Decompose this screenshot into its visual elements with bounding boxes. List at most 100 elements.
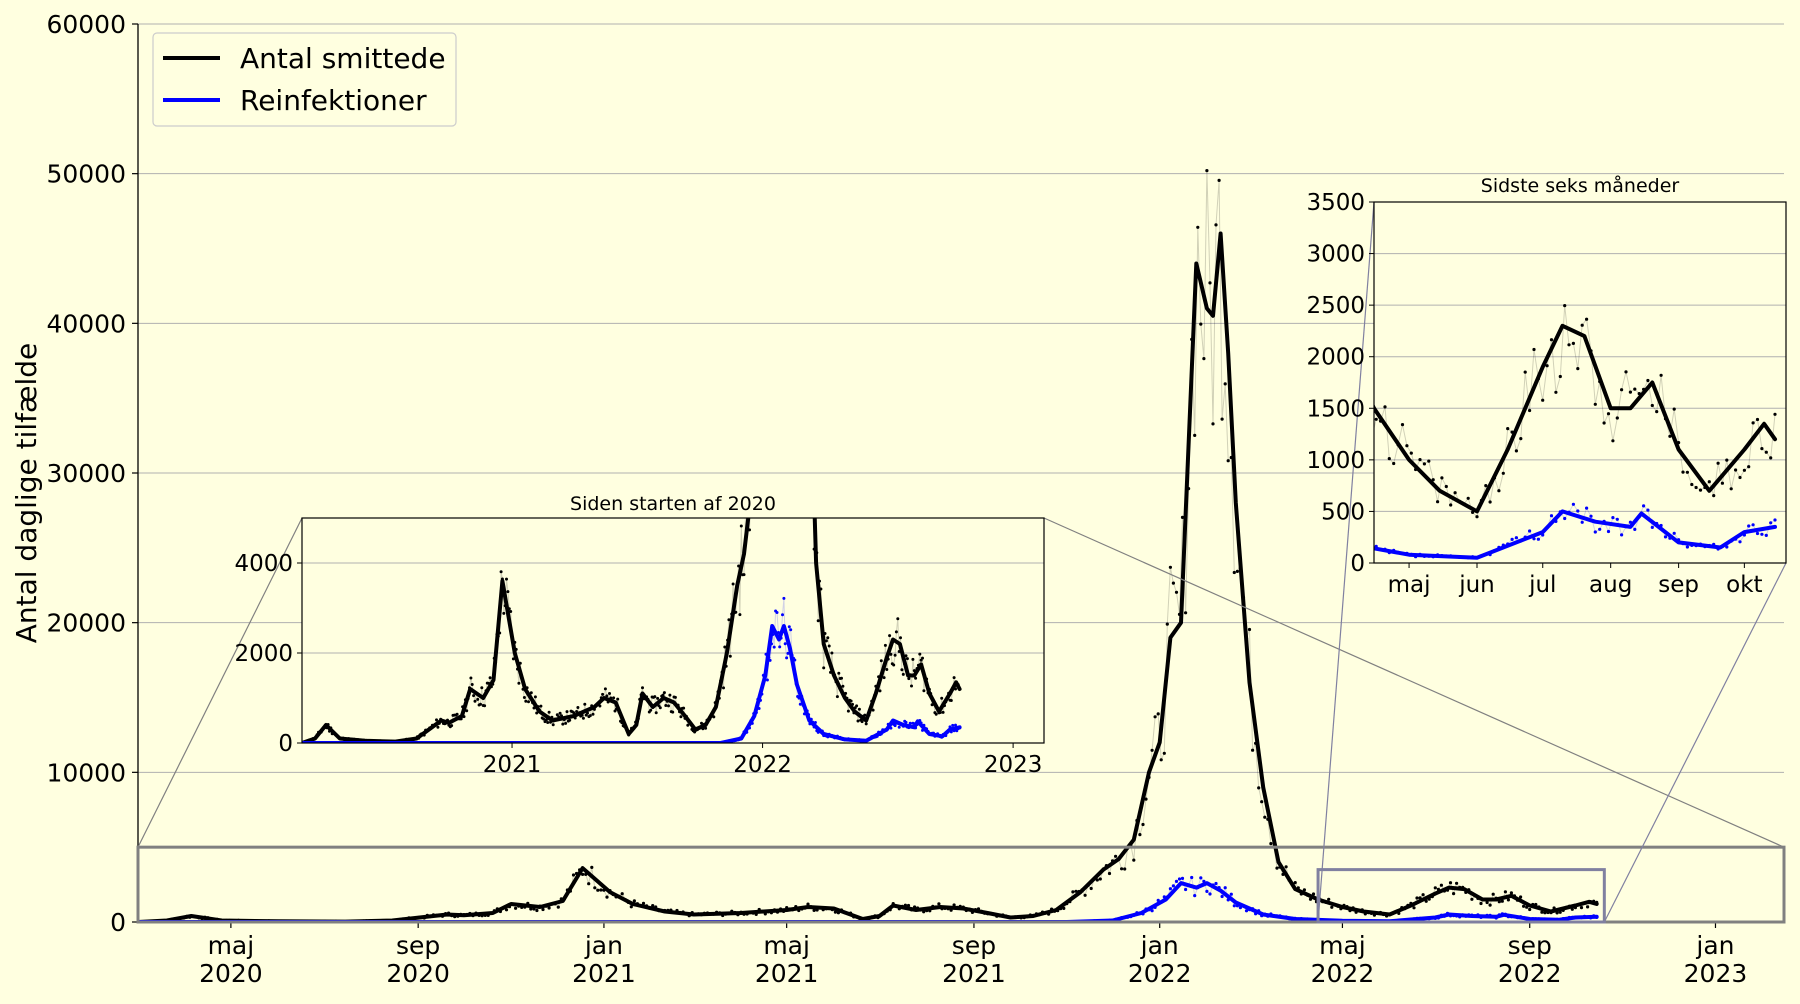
inset-series-smittede-point: [892, 663, 896, 667]
y-tick-label: 0: [1350, 551, 1365, 577]
series-smittede-point: [596, 888, 600, 892]
inset-series-smittede-point: [253, 443, 256, 446]
series-smittede-point: [1156, 712, 1160, 716]
series-smittede-point: [1284, 865, 1288, 869]
inset-series-smittede-point: [90, 518, 93, 521]
inset-series-smittede-point: [594, 475, 597, 478]
inset-series-smittede-point: [980, 495, 983, 498]
inset-series-smittede-point: [318, 182, 321, 185]
inset-series-smittede-point: [55, 540, 58, 543]
inset-series-smittede-point: [1326, 218, 1329, 221]
inset-series-smittede-point: [226, 422, 229, 425]
inset-series-reinfektioner-point: [1606, 529, 1611, 534]
inset-series-smittede-point: [1694, 485, 1698, 490]
inset-series-smittede-point: [165, 497, 168, 500]
inset-series-smittede-point: [1519, 437, 1523, 441]
series-smittede-point: [1232, 570, 1236, 575]
inset-series-smittede-point: [809, 479, 812, 482]
inset-series-smittede-point: [494, 507, 497, 510]
inset-series-reinfektioner-point: [1081, 549, 1084, 552]
inset-series-reinfektioner-point: [1103, 514, 1106, 517]
series-smittede-point: [1302, 888, 1306, 892]
x-tick-label: jul: [1528, 572, 1556, 598]
inset-title: Sidste seks måneder: [1481, 174, 1680, 197]
inset-series-smittede-point: [445, 510, 448, 513]
series-reinfektioner-point: [1205, 889, 1209, 894]
inset-series-reinfektioner-point: [1685, 545, 1689, 549]
inset-series-reinfektioner-point: [82, 561, 85, 564]
inset-series-smittede-point: [1760, 447, 1764, 451]
inset-series-smittede-point: [1436, 500, 1440, 504]
series-smittede-point: [1491, 892, 1495, 896]
inset-series-smittede-point: [1580, 323, 1584, 327]
inset-series-smittede-point: [700, 721, 703, 725]
inset-series-smittede-point: [727, 618, 731, 622]
inset-series-reinfektioner-point: [1769, 521, 1773, 525]
inset-series-smittede-point: [235, 434, 238, 437]
inset-series-smittede-point: [1712, 494, 1716, 498]
inset-series-smittede-point: [1707, 480, 1711, 484]
inset-series-reinfektioner-point: [1177, 336, 1180, 339]
inset-series-smittede-point: [187, 497, 190, 500]
inset-series-smittede-point: [257, 478, 260, 481]
inset-series-smittede-point: [489, 511, 492, 514]
inset-frame: [301, 517, 1045, 744]
inset-series-smittede-point: [572, 711, 576, 715]
inset-series-smittede-point: [283, 431, 286, 434]
inset-series-reinfektioner-point: [55, 561, 58, 564]
inset-title: Siden starten af 2020: [570, 493, 776, 515]
inset-series-smittede-point: [1541, 398, 1545, 402]
inset-series-reinfektioner-point: [1173, 285, 1176, 288]
inset-series-smittede-point: [353, 392, 356, 395]
inset-series-smittede-point: [906, 511, 909, 514]
inset-series-reinfektioner-point: [1747, 524, 1751, 528]
x-tick-label-month: sep: [952, 931, 996, 960]
inset-series-smittede-point: [760, 187, 763, 190]
inset-series-smittede-point: [673, 695, 677, 699]
series-smittede-point: [1165, 622, 1169, 626]
inset-series-smittede-point: [814, 451, 817, 454]
inset-series-smittede-point: [1558, 374, 1562, 379]
legend: Antal smittede Reinfektioner: [152, 32, 457, 127]
inset-series-reinfektioner-point: [1532, 537, 1536, 541]
series-smittede-point: [1174, 590, 1179, 594]
inset-series-reinfektioner-point: [1755, 531, 1760, 536]
inset-series-reinfektioner-point: [90, 561, 93, 564]
inset-series-reinfektioner-point: [156, 561, 159, 564]
inset-series-smittede-point: [375, 421, 378, 424]
inset-series-smittede-point: [625, 459, 628, 462]
inset-series-smittede-point: [1361, 384, 1364, 387]
inset-series-smittede-point: [1497, 489, 1501, 493]
inset-series-reinfektioner-point: [1142, 433, 1145, 436]
inset-series-reinfektioner-point: [99, 561, 102, 564]
inset-series-smittede-point: [835, 695, 839, 699]
inset-series-smittede-point: [940, 696, 944, 700]
inset-series-smittede-point: [1549, 338, 1554, 342]
inset-series-reinfektioner-point: [1672, 531, 1676, 535]
inset-series-smittede-point: [473, 699, 477, 703]
inset-series-smittede-point: [476, 697, 480, 701]
inset-series-smittede-point: [1554, 390, 1558, 394]
zoom-box-recent: [1316, 868, 1606, 924]
inset-series-smittede-point: [1659, 373, 1663, 377]
inset-series-smittede-point: [759, 124, 762, 127]
inset-series-reinfektioner-point: [1230, 318, 1233, 321]
inset-series-smittede-point: [266, 420, 269, 423]
series-smittede-point: [1211, 422, 1215, 426]
inset-series-smittede-point: [1571, 341, 1575, 345]
inset-series-reinfektioner-point: [226, 561, 229, 564]
inset-series-smittede-point: [664, 704, 668, 707]
inset-series-reinfektioner-point: [1309, 530, 1312, 533]
inset-series-reinfektioner-point: [1322, 531, 1325, 534]
inset-series-smittede-point: [723, 645, 727, 649]
inset-series-smittede-point: [658, 706, 662, 710]
inset-series-reinfektioner-point: [1077, 550, 1080, 553]
inset-series-reinfektioner-point: [1598, 527, 1602, 531]
series-smittede-point: [1214, 223, 1218, 227]
inset-series-reinfektioner-point: [1663, 535, 1668, 539]
inset-series-smittede-point: [546, 721, 550, 724]
series-smittede-point: [1168, 565, 1172, 569]
inset-series-smittede-point: [1409, 451, 1413, 455]
series-smittede-point: [1217, 178, 1221, 182]
inset-series-smittede-point: [213, 454, 216, 457]
